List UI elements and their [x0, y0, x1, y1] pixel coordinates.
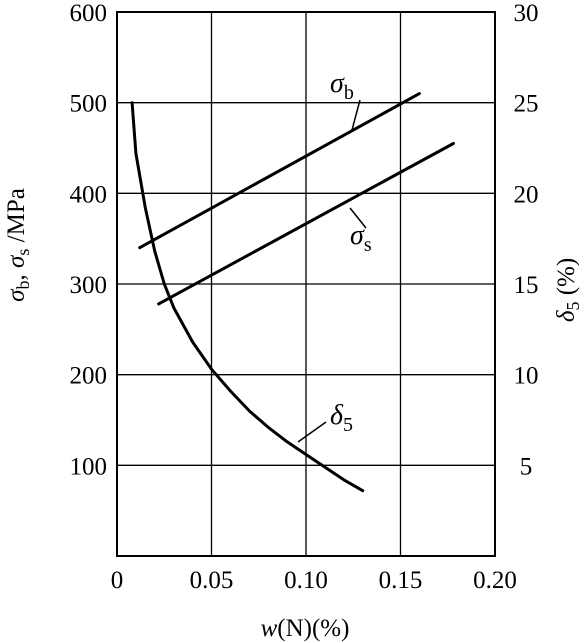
left-tick-label: 500: [70, 91, 108, 118]
x-tick-label: 0.20: [473, 567, 517, 594]
right-axis-label: δ5 (%): [553, 258, 583, 322]
right-tick-label: 5: [520, 453, 533, 480]
left-tick-label: 200: [70, 363, 108, 390]
sigma-b-leader: [351, 99, 361, 131]
left-tick-labels: 100 200 300 400 500 600: [70, 0, 108, 480]
series-layer: [130, 92, 455, 493]
right-tick-label: 10: [514, 363, 539, 390]
series-line-2: [130, 101, 365, 493]
x-axis-label: w(N)(%): [261, 615, 350, 642]
grid-layer: [117, 12, 495, 556]
x-tick-label: 0.10: [284, 567, 328, 594]
series-line-1: [157, 142, 455, 306]
sigma-s-leader: [349, 207, 367, 229]
right-tick-label: 30: [514, 0, 539, 27]
left-tick-label: 300: [70, 272, 108, 299]
right-tick-label: 20: [514, 181, 539, 208]
delta5-label: δ5: [330, 400, 353, 436]
left-tick-label: 100: [70, 453, 108, 480]
x-tick-label: 0.15: [379, 567, 423, 594]
x-tick-label: 0: [111, 567, 124, 594]
right-tick-labels: 5 10 15 20 25 30: [514, 0, 539, 480]
x-tick-labels: 0 0.05 0.10 0.15 0.20: [111, 567, 517, 594]
x-tick-label: 0.05: [190, 567, 234, 594]
left-tick-label: 600: [70, 0, 108, 27]
plot-frame: [116, 11, 496, 557]
left-axis-label: σb, σs /MPa: [3, 188, 33, 302]
right-tick-label: 15: [514, 272, 539, 299]
left-tick-label: 400: [70, 181, 108, 208]
sigma-s-label: σs: [350, 220, 372, 256]
sigma-b-label: σb: [330, 68, 354, 104]
right-tick-label: 25: [514, 91, 539, 118]
series-line-0: [138, 92, 421, 250]
delta5-leader: [297, 421, 327, 443]
